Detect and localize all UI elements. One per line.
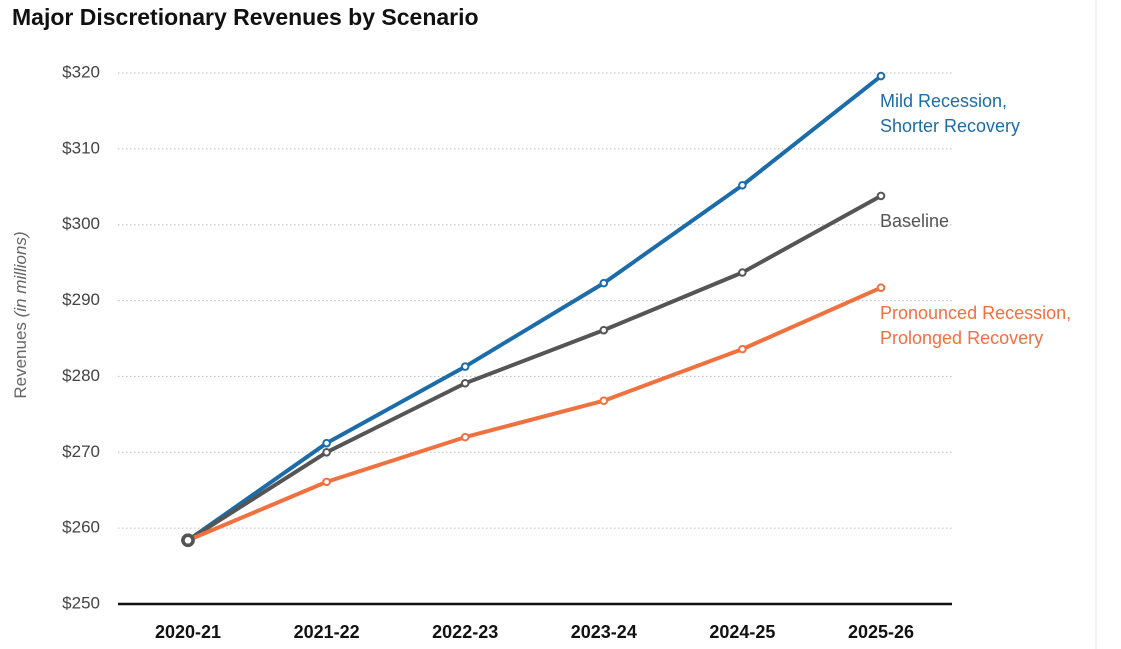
point-marker (460, 362, 470, 371)
y-tick-label: $270 (62, 442, 100, 461)
y-label-note: (in millions) (11, 231, 30, 317)
x-tick-label: 2024-25 (709, 622, 775, 642)
series-label: Baseline (880, 210, 950, 231)
point-marker (738, 344, 747, 354)
point-marker (181, 533, 195, 548)
point-marker (738, 180, 747, 190)
point-marker (599, 396, 609, 406)
series-line (187, 285, 882, 543)
y-tick-label: $280 (62, 366, 100, 385)
point-marker (738, 268, 747, 277)
y-tick-label: $250 (62, 593, 100, 612)
chart-title: Major Discretionary Revenues by Scenario (12, 4, 479, 30)
series-line (186, 194, 882, 542)
y-tick-label: $290 (62, 290, 100, 309)
point-marker (599, 325, 609, 335)
y-tick-label: $320 (62, 62, 100, 81)
point-marker (322, 477, 331, 487)
y-tick-label: $260 (62, 518, 100, 537)
series-label: Pronounced Recession, Prolonged Recovery (880, 302, 1072, 348)
point-marker (599, 278, 609, 288)
x-tick-label: 2021-22 (294, 622, 360, 642)
point-marker (460, 432, 470, 442)
y-tick-label: $300 (62, 214, 100, 233)
point-marker (876, 283, 886, 292)
y-label: Revenues (11, 322, 30, 399)
x-tick-label: 2020-21 (155, 622, 221, 642)
series-label: Mild Recession, Shorter Recovery (880, 91, 1021, 137)
point-marker (876, 71, 886, 81)
y-axis-label: Revenues (in millions) (11, 231, 30, 398)
series-line (186, 74, 883, 542)
y-tick-label: $310 (62, 138, 100, 157)
point-marker (322, 447, 331, 457)
point-marker (322, 438, 331, 448)
point-marker (876, 191, 886, 201)
point-marker (460, 378, 470, 388)
x-tick-label: 2022-23 (432, 622, 498, 642)
x-tick-label: 2023-24 (571, 622, 637, 642)
x-tick-label: 2025-26 (848, 622, 914, 642)
